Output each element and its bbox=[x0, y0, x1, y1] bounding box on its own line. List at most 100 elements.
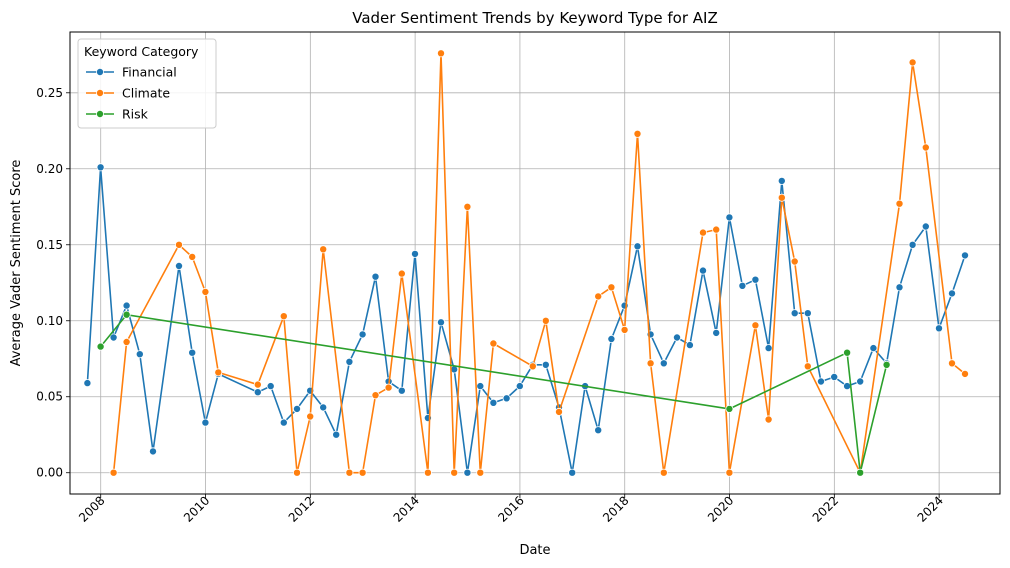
data-point-financial bbox=[830, 372, 839, 381]
data-point-financial bbox=[96, 163, 105, 172]
data-point-financial bbox=[410, 249, 419, 258]
legend-label-risk: Risk bbox=[122, 107, 149, 122]
legend-entry-climate: Climate bbox=[86, 86, 170, 101]
data-point-financial bbox=[659, 359, 668, 368]
data-point-climate bbox=[528, 362, 537, 371]
data-point-climate bbox=[201, 287, 210, 296]
data-point-financial bbox=[673, 333, 682, 342]
legend-marker-risk bbox=[96, 110, 105, 119]
legend-marker-climate bbox=[96, 89, 105, 98]
y-tick-label: 0.05 bbox=[36, 390, 63, 404]
data-point-financial bbox=[109, 333, 118, 342]
data-point-financial bbox=[148, 447, 157, 456]
data-point-financial bbox=[712, 328, 721, 337]
data-point-climate bbox=[319, 245, 328, 254]
data-point-financial bbox=[371, 272, 380, 281]
data-point-risk bbox=[725, 404, 734, 413]
data-point-risk bbox=[122, 310, 131, 319]
data-point-financial bbox=[358, 330, 367, 339]
data-point-financial bbox=[633, 242, 642, 251]
data-point-financial bbox=[817, 377, 826, 386]
y-axis-label: Average Vader Sentiment Score bbox=[9, 160, 24, 367]
data-point-financial bbox=[843, 382, 852, 391]
grid-lines bbox=[70, 32, 1000, 494]
data-point-financial bbox=[436, 318, 445, 327]
data-point-climate bbox=[450, 468, 459, 477]
series-line-risk bbox=[99, 313, 888, 474]
series-climate bbox=[109, 49, 970, 477]
data-point-climate bbox=[188, 252, 197, 261]
data-point-risk bbox=[856, 468, 865, 477]
data-point-climate bbox=[253, 380, 262, 389]
data-point-climate bbox=[436, 49, 445, 58]
legend-title: Keyword Category bbox=[84, 44, 199, 59]
data-point-financial bbox=[594, 426, 603, 435]
legend-box bbox=[77, 38, 217, 129]
data-point-financial bbox=[856, 377, 865, 386]
data-point-financial bbox=[895, 283, 904, 292]
data-point-climate bbox=[371, 391, 380, 400]
data-point-financial bbox=[751, 275, 760, 284]
data-point-climate bbox=[384, 383, 393, 392]
data-point-climate bbox=[463, 202, 472, 211]
data-point-risk bbox=[843, 348, 852, 357]
data-point-climate bbox=[555, 407, 564, 416]
data-point-financial bbox=[345, 357, 354, 366]
data-point-financial bbox=[725, 213, 734, 222]
legend-label-climate: Climate bbox=[122, 86, 170, 101]
data-point-climate bbox=[699, 228, 708, 237]
data-point-climate bbox=[659, 468, 668, 477]
data-point-climate bbox=[594, 292, 603, 301]
y-tick-label: 0.10 bbox=[36, 314, 63, 328]
data-point-financial bbox=[279, 418, 288, 427]
data-point-financial bbox=[188, 348, 197, 357]
data-point-climate bbox=[948, 359, 957, 368]
data-point-financial bbox=[489, 398, 498, 407]
data-point-financial bbox=[174, 261, 183, 270]
data-point-climate bbox=[620, 325, 629, 334]
data-point-financial bbox=[253, 388, 262, 397]
y-tick-label: 0.15 bbox=[36, 238, 63, 252]
data-point-climate bbox=[292, 468, 301, 477]
data-point-financial bbox=[777, 176, 786, 185]
data-point-financial bbox=[266, 382, 275, 391]
data-point-climate bbox=[174, 240, 183, 249]
data-point-climate bbox=[725, 468, 734, 477]
legend-entry-financial: Financial bbox=[86, 65, 177, 80]
data-point-financial bbox=[463, 468, 472, 477]
data-point-climate bbox=[803, 362, 812, 371]
data-point-climate bbox=[489, 339, 498, 348]
data-point-climate bbox=[358, 468, 367, 477]
data-point-climate bbox=[279, 312, 288, 321]
data-point-financial bbox=[332, 430, 341, 439]
x-axis-label: Date bbox=[519, 543, 550, 558]
data-point-climate bbox=[423, 468, 432, 477]
data-point-financial bbox=[292, 404, 301, 413]
y-tick-label: 0.00 bbox=[36, 466, 63, 480]
data-point-financial bbox=[803, 309, 812, 318]
data-point-financial bbox=[319, 403, 328, 412]
data-point-financial bbox=[135, 350, 144, 359]
data-point-financial bbox=[502, 394, 511, 403]
legend-entries: Financial Climate Risk bbox=[86, 65, 177, 122]
data-point-financial bbox=[568, 468, 577, 477]
data-point-climate bbox=[476, 468, 485, 477]
chart-title: Vader Sentiment Trends by Keyword Type f… bbox=[352, 9, 718, 27]
data-point-financial bbox=[515, 382, 524, 391]
data-point-climate bbox=[122, 337, 131, 346]
data-point-financial bbox=[935, 324, 944, 333]
data-point-climate bbox=[921, 143, 930, 152]
legend-label-financial: Financial bbox=[122, 65, 177, 80]
data-point-climate bbox=[961, 369, 970, 378]
data-point-climate bbox=[790, 257, 799, 266]
data-point-climate bbox=[109, 468, 118, 477]
data-point-climate bbox=[345, 468, 354, 477]
data-point-climate bbox=[751, 321, 760, 330]
legend: Keyword Category Financial Climate Risk bbox=[77, 38, 217, 129]
data-point-climate bbox=[646, 359, 655, 368]
data-point-climate bbox=[397, 269, 406, 278]
data-point-climate bbox=[633, 129, 642, 138]
data-point-financial bbox=[738, 281, 747, 290]
